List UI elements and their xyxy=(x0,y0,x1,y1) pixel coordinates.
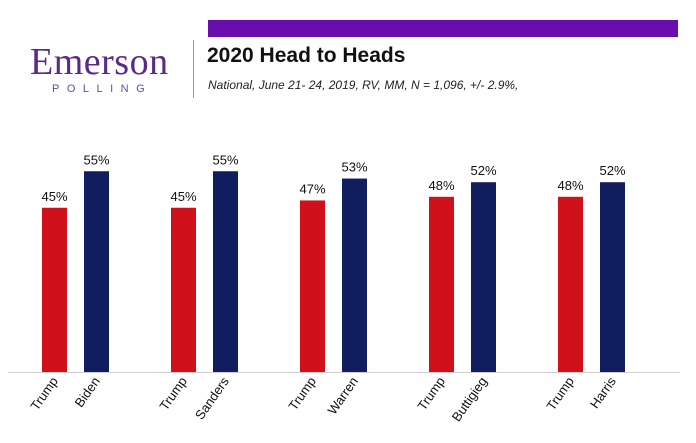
bar-3-trump xyxy=(300,200,325,372)
category-label-5-harris: Harris xyxy=(587,374,619,411)
category-label-5-trump: Trump xyxy=(543,374,577,413)
header-divider xyxy=(193,40,194,98)
data-label-2-sanders: 55% xyxy=(212,152,238,167)
category-label-3-trump: Trump xyxy=(285,374,319,413)
bar-3-warren xyxy=(342,178,367,372)
header-accent-bar xyxy=(208,20,678,37)
data-label-3-warren: 53% xyxy=(341,160,367,175)
data-label-3-trump: 47% xyxy=(299,181,325,196)
category-label-1-trump: Trump xyxy=(27,374,61,413)
data-label-1-trump: 45% xyxy=(41,189,67,204)
category-label-3-warren: Warren xyxy=(324,374,360,417)
bar-2-trump xyxy=(171,207,196,372)
category-label-2-sanders: Sanders xyxy=(192,374,232,423)
bar-1-trump xyxy=(42,207,67,372)
bar-5-harris xyxy=(600,182,625,372)
category-label-1-biden: Biden xyxy=(72,374,103,410)
bar-5-trump xyxy=(558,196,583,372)
category-label-4-buttigieg: Buttigieg xyxy=(449,374,490,424)
data-label-5-harris: 52% xyxy=(599,163,625,178)
logo-subtitle: POLLING xyxy=(52,83,153,95)
bar-4-buttigieg xyxy=(471,182,496,372)
data-label-4-buttigieg: 52% xyxy=(470,163,496,178)
data-label-2-trump: 45% xyxy=(170,189,196,204)
data-label-4-trump: 48% xyxy=(428,178,454,193)
data-label-5-trump: 48% xyxy=(557,178,583,193)
category-label-2-trump: Trump xyxy=(156,374,190,413)
bar-4-trump xyxy=(429,196,454,372)
chart-subtitle: National, June 21- 24, 2019, RV, MM, N =… xyxy=(208,78,519,92)
chart-title: 2020 Head to Heads xyxy=(207,44,406,67)
logo-wordmark: Emerson xyxy=(30,41,169,83)
category-label-4-trump: Trump xyxy=(414,374,448,413)
bar-2-sanders xyxy=(213,171,238,372)
data-label-1-biden: 55% xyxy=(83,152,109,167)
bar-1-biden xyxy=(84,171,109,372)
